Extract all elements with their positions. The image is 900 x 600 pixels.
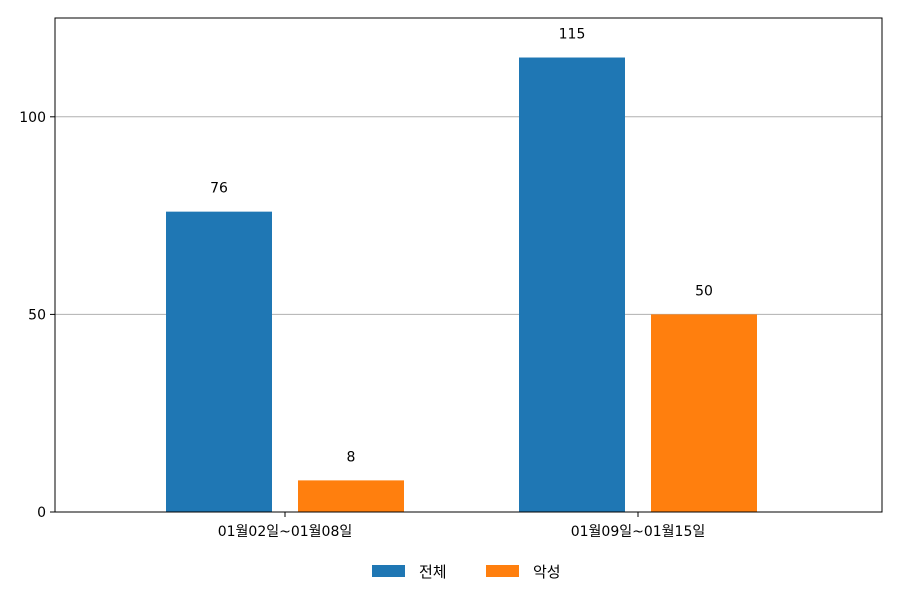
y-axis: 0 50 100: [19, 110, 55, 521]
x-tick-label: 01월02일~01월08일: [218, 524, 353, 540]
y-tick-label: 100: [19, 110, 46, 126]
y-tick-label: 50: [28, 307, 46, 323]
data-label: 115: [559, 27, 586, 43]
plot-frame: [54, 17, 883, 513]
bar-malicious: [651, 314, 757, 512]
data-label: 76: [210, 181, 228, 197]
data-label: 8: [347, 449, 356, 465]
bars: [166, 57, 757, 513]
legend: 전체 악성: [372, 563, 561, 581]
legend-label: 악성: [533, 563, 561, 581]
legend-swatch: [372, 565, 405, 577]
data-label: 50: [695, 283, 713, 299]
legend-label: 전체: [419, 563, 447, 581]
data-labels: 76 8 115 50: [210, 27, 713, 466]
x-tick-label: 01월09일~01월15일: [571, 524, 706, 540]
legend-swatch: [486, 565, 519, 577]
bar-total: [166, 211, 272, 512]
bar-total: [519, 57, 625, 513]
x-axis: 01월02일~01월08일 01월09일~01월15일: [218, 512, 706, 540]
bar-malicious: [298, 480, 404, 512]
y-tick-label: 0: [37, 505, 46, 521]
